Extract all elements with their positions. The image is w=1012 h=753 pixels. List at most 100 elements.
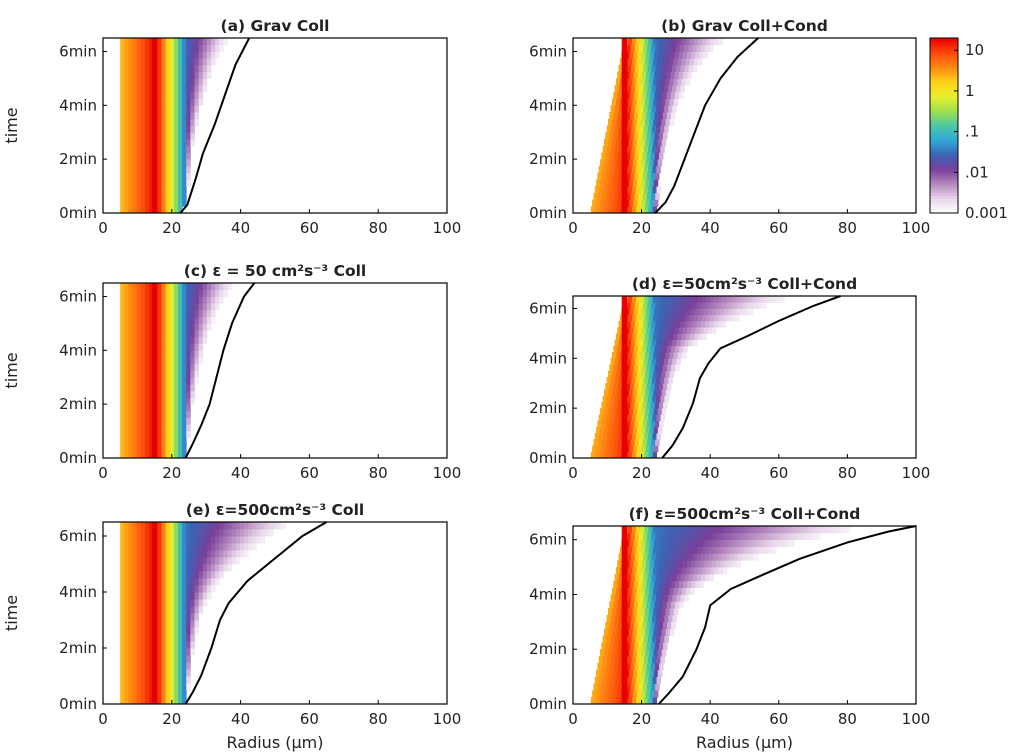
heatmap-cell	[657, 78, 662, 86]
heatmap-cell	[685, 58, 691, 66]
heatmap-cell	[681, 333, 687, 341]
heatmap-cell	[157, 58, 162, 66]
heatmap-cell	[754, 553, 759, 561]
heatmap-cell	[128, 316, 133, 324]
heatmap-cell	[144, 437, 150, 445]
heatmap-cell	[652, 451, 658, 459]
heatmap-cell	[124, 662, 129, 670]
heatmap-cell	[752, 539, 758, 547]
heatmap-cell	[132, 199, 138, 207]
heatmap-cell	[161, 522, 167, 530]
heatmap-cell	[630, 642, 635, 650]
heatmap-cell	[639, 553, 644, 561]
heatmap-cell	[219, 571, 224, 579]
heatmap-cell	[755, 296, 761, 303]
heatmap-cell	[149, 536, 154, 544]
heatmap-cell	[165, 683, 171, 691]
heatmap-cell	[687, 51, 692, 59]
heatmap-cell	[144, 543, 150, 551]
heatmap-cell	[635, 594, 640, 602]
heatmap-cell	[642, 172, 648, 180]
heatmap-cell	[645, 628, 650, 636]
heatmap-cell	[837, 526, 843, 534]
heatmap-cell	[755, 526, 761, 534]
heatmap-cell	[169, 397, 175, 405]
heatmap-cell	[198, 529, 204, 537]
heatmap-cell	[182, 536, 187, 544]
heatmap-cell	[638, 401, 643, 409]
heatmap-cell	[177, 159, 183, 167]
heatmap-cell	[165, 145, 171, 153]
heatmap-cell	[750, 553, 755, 561]
heatmap-cell	[796, 526, 802, 534]
heatmap-cell	[173, 138, 179, 147]
heatmap-cell	[628, 159, 634, 167]
heatmap-cell	[124, 159, 129, 167]
heatmap-cell	[672, 358, 677, 365]
heatmap-cell	[144, 186, 150, 194]
heatmap-cell	[144, 377, 150, 385]
heatmap-cell	[644, 186, 649, 194]
heatmap-cell	[140, 370, 146, 378]
heatmap-cell	[165, 363, 171, 371]
heatmap-cell	[132, 112, 138, 120]
heatmap-cell	[647, 320, 652, 328]
heatmap-cell	[634, 383, 639, 390]
heatmap-cell	[182, 350, 187, 358]
heatmap-cell	[677, 546, 682, 554]
heatmap-cell	[609, 439, 615, 446]
heatmap-cell	[165, 51, 171, 59]
heatmap-cell	[634, 302, 640, 309]
heatmap-cell	[632, 333, 637, 341]
heatmap-cell	[714, 546, 720, 554]
heatmap-cell	[124, 283, 129, 291]
heatmap-cell	[758, 302, 763, 309]
heatmap-cell	[651, 125, 657, 133]
heatmap-cell	[704, 44, 710, 52]
colorbar-segment	[930, 210, 958, 214]
heatmap-cell	[658, 308, 663, 316]
heatmap-cell	[677, 38, 682, 46]
heatmap-cell	[177, 627, 183, 635]
heatmap-cell	[676, 85, 681, 93]
heatmap-cell	[140, 152, 146, 160]
heatmap-cell	[676, 64, 681, 73]
heatmap-cell	[681, 78, 687, 86]
colorbar-segment	[930, 186, 958, 191]
colorbar-segment	[930, 87, 958, 91]
heatmap-cell	[144, 606, 150, 614]
heatmap-cell	[627, 656, 633, 664]
heatmap-cell	[625, 199, 630, 207]
heatmap-cell	[683, 560, 688, 568]
heatmap-cell	[663, 642, 668, 650]
x-tick-label: 40	[701, 710, 720, 728]
heatmap-cell	[664, 105, 669, 113]
heatmap-cell	[169, 437, 175, 445]
heatmap-cell	[140, 58, 146, 66]
heatmap-cell	[182, 192, 187, 200]
heatmap-cell	[667, 44, 673, 52]
heatmap-cell	[149, 550, 154, 558]
y-axis-label: time	[2, 107, 21, 143]
x-tick-label: 80	[369, 219, 388, 237]
heatmap-cell	[186, 159, 191, 167]
heatmap-cell	[614, 125, 620, 133]
heatmap-cell	[235, 557, 241, 565]
heatmap-cell	[663, 553, 669, 561]
heatmap-cell	[639, 594, 644, 602]
heatmap-cell	[631, 433, 637, 440]
heatmap-cell	[173, 159, 179, 167]
heatmap-cell	[638, 112, 643, 120]
heatmap-cell	[198, 64, 204, 73]
heatmap-cell	[177, 634, 183, 642]
heatmap-cell	[642, 192, 648, 200]
heatmap-cell	[612, 179, 618, 187]
heatmap-cell	[646, 132, 651, 140]
heatmap-cell	[673, 546, 678, 554]
heatmap-cell	[739, 526, 744, 534]
heatmap-cell	[132, 529, 138, 537]
heatmap-cell	[617, 91, 622, 99]
heatmap-cell	[120, 289, 125, 297]
heatmap-cell	[136, 330, 142, 338]
heatmap-cell	[186, 357, 191, 365]
